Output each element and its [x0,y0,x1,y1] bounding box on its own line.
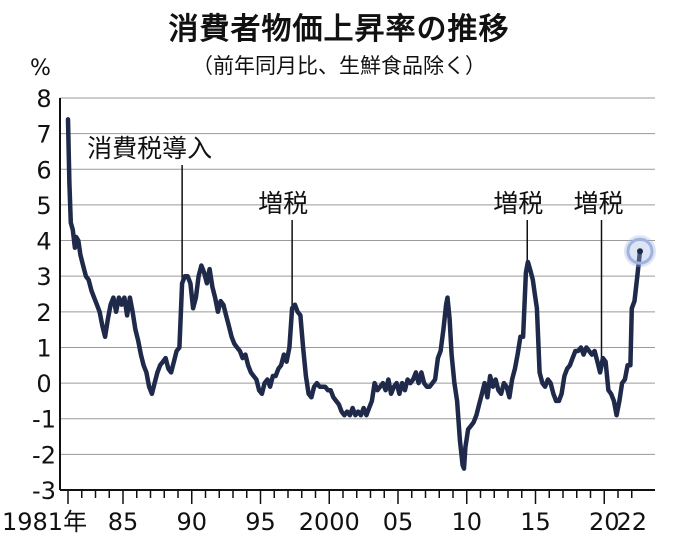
annotation-label: 増税 [493,189,543,218]
x-tick-label: 1981年 [2,508,87,536]
chart-title: 消費者物価上昇率の推移 [168,12,510,47]
y-tick-label: 0 [36,370,51,398]
x-tick-label: 90 [176,508,207,536]
latest-point-ring [626,237,654,265]
x-tick-label: 95 [245,508,276,536]
annotation-label: 増税 [574,189,624,218]
y-tick-label: 1 [36,334,51,362]
x-tick-label: 05 [383,508,414,536]
latest-point-marker [637,248,643,255]
y-tick-label: -1 [32,406,56,434]
y-tick-label: 8 [36,85,51,113]
x-tick-label: 2000 [299,508,360,536]
y-tick-label: 5 [36,192,51,220]
x-tick-label: 85 [108,508,139,536]
annotation-label: 増税 [258,189,308,218]
grid-lines [60,97,655,491]
y-tick-label: 4 [36,228,51,256]
y-axis-unit: % [30,56,51,81]
y-tick-label: -2 [32,441,56,469]
y-tick-label: 7 [36,121,51,149]
series-group [65,117,656,471]
x-tick-label: 22 [616,508,647,536]
y-tick-label: 3 [36,263,51,291]
y-tick-label: 2 [36,299,51,327]
annotation-label: 消費税導入 [87,134,212,163]
cpi-series-line [65,117,643,471]
y-tick-labels: 8 7 6 5 4 3 2 1 0 -1 -2 -3 [32,85,56,505]
y-tick-label: -3 [32,477,56,505]
x-tick-label: 15 [520,508,551,536]
y-tick-label: 6 [36,156,51,184]
x-tick-label: 10 [451,508,482,536]
chart-subtitle: （前年同月比、生鮮食品除く） [192,54,486,78]
axes [59,98,655,504]
x-tick-label: 20 [589,508,620,536]
